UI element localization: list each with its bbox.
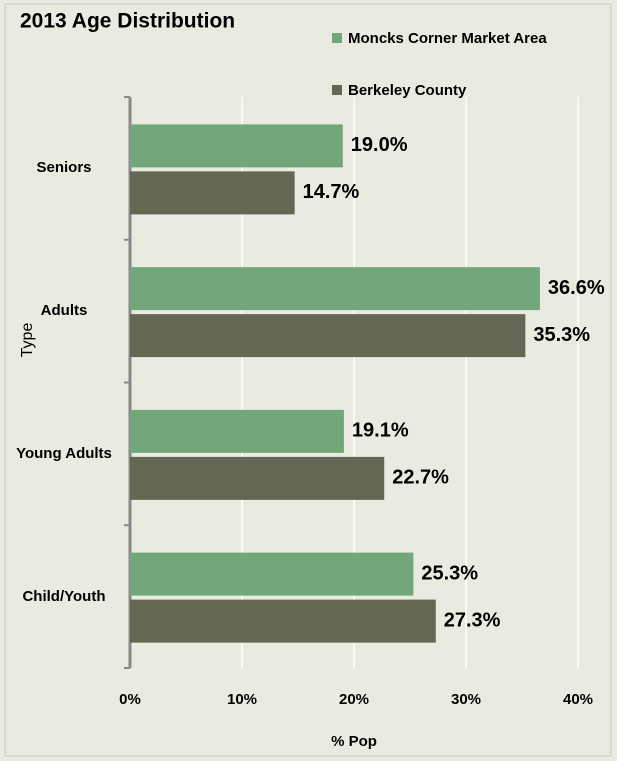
x-axis-label: % Pop bbox=[331, 733, 377, 750]
chart-title: 2013 Age Distribution bbox=[20, 10, 235, 33]
y-tick-label: Young Adults bbox=[16, 444, 112, 462]
value-label: 19.1% bbox=[352, 420, 409, 442]
bar bbox=[130, 267, 540, 311]
bar bbox=[130, 552, 414, 596]
legend-label: Berkeley County bbox=[348, 82, 467, 99]
bar bbox=[130, 599, 436, 643]
value-label: 22.7% bbox=[392, 467, 449, 489]
value-label: 27.3% bbox=[444, 609, 501, 631]
x-tick-label: 40% bbox=[563, 691, 593, 708]
bar bbox=[130, 124, 343, 168]
legend-label: Moncks Corner Market Area bbox=[348, 30, 547, 47]
bar bbox=[130, 409, 344, 453]
y-tick-label: Adults bbox=[40, 302, 88, 320]
legend-swatch bbox=[332, 33, 342, 43]
x-tick-label: 20% bbox=[339, 691, 369, 708]
x-tick-label: 0% bbox=[119, 691, 141, 708]
y-axis-label: Type bbox=[19, 323, 36, 358]
bar bbox=[130, 171, 295, 215]
bar bbox=[130, 314, 526, 358]
value-label: 19.0% bbox=[351, 134, 408, 156]
frame bbox=[4, 3, 612, 757]
value-label: 25.3% bbox=[421, 562, 478, 584]
y-tick-label: Seniors bbox=[36, 159, 92, 177]
value-label: 35.3% bbox=[533, 324, 590, 346]
bar bbox=[130, 456, 385, 500]
y-tick-label: Child/Youth bbox=[22, 587, 106, 605]
legend-swatch bbox=[332, 85, 342, 95]
value-label: 36.6% bbox=[548, 277, 605, 299]
value-label: 14.7% bbox=[303, 181, 360, 203]
x-tick-label: 30% bbox=[451, 691, 481, 708]
x-tick-label: 10% bbox=[227, 691, 257, 708]
